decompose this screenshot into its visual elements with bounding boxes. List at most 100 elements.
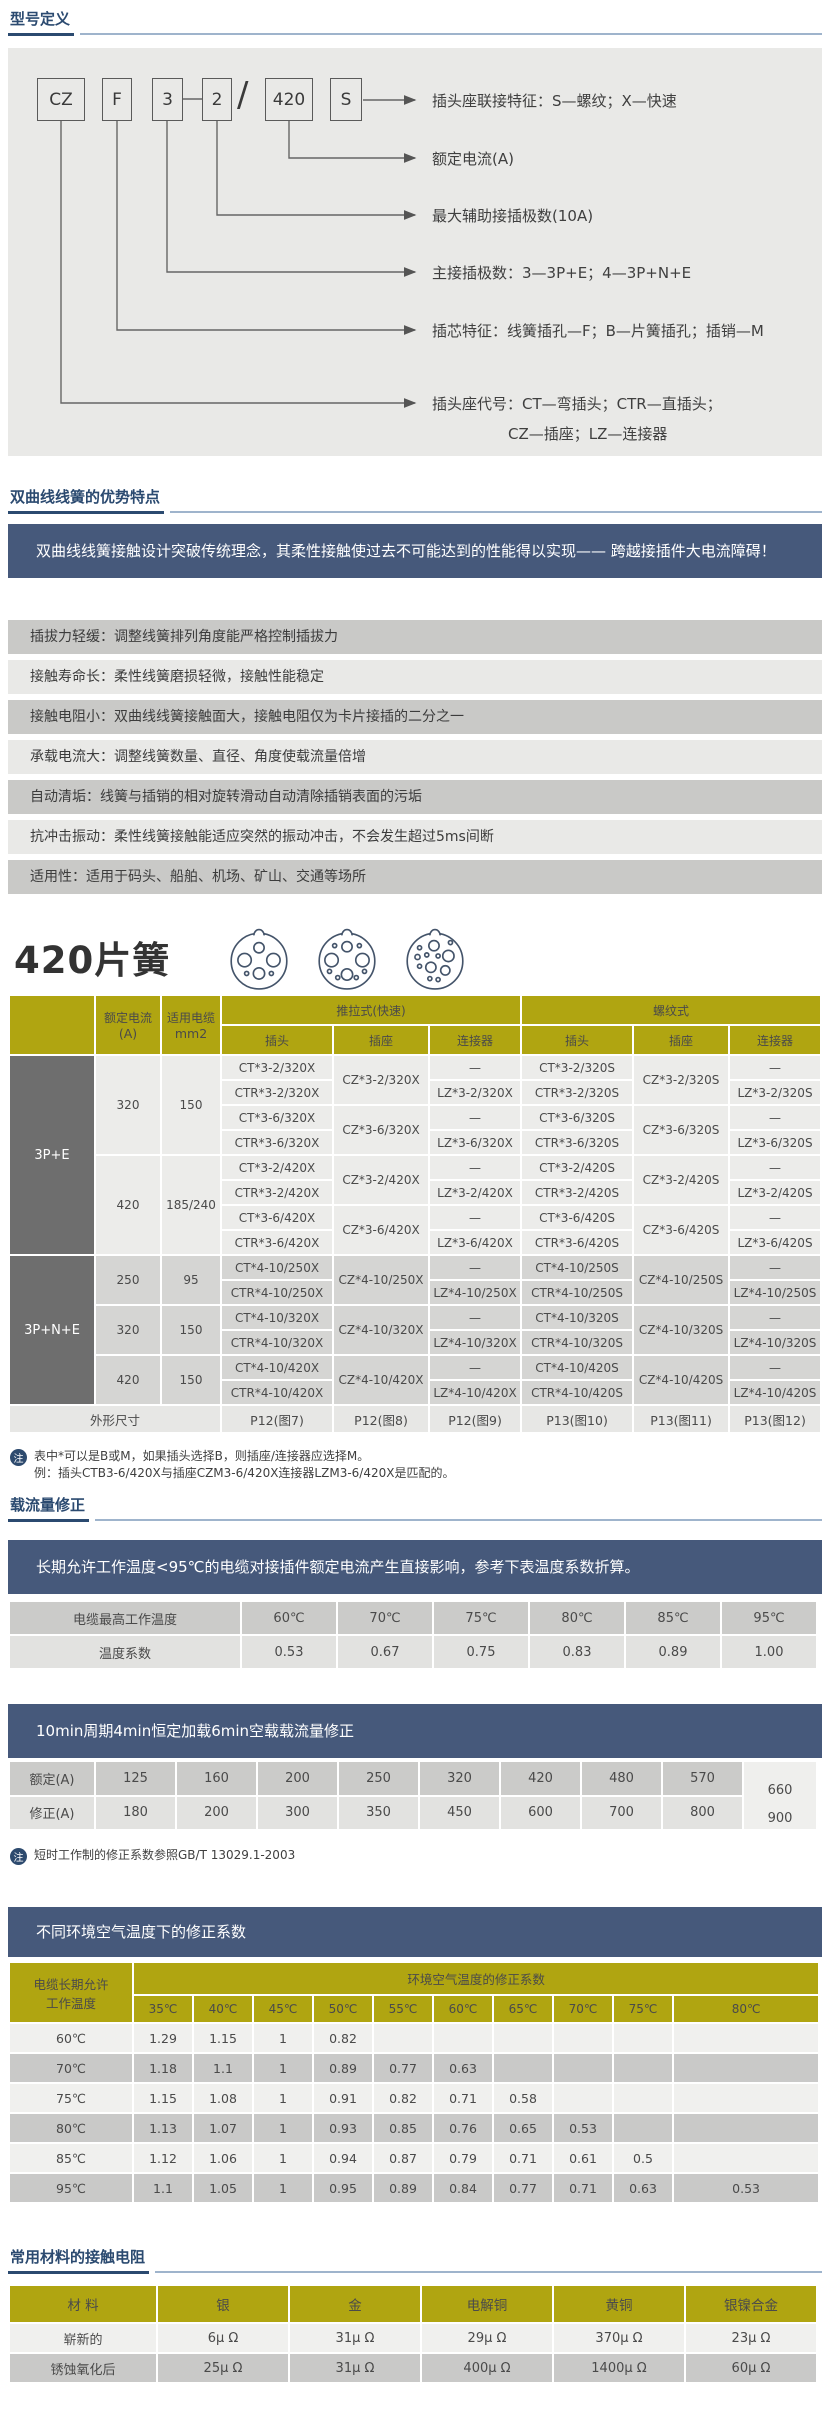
model-cell: CTR*3-2/320S [522,1081,633,1104]
coeff-cell: 1 [254,2084,312,2112]
header-cable-temp: 电缆长期允许 工作温度 [10,1963,132,2022]
model-cell: CTR*3-2/320X [222,1081,332,1104]
model-cell: LZ*4-10/250S [730,1281,821,1304]
model-cell: CZ*4-10/250S [634,1256,729,1304]
model-box-420: 420 [265,78,313,121]
header-text: (A) [118,1026,138,1041]
cable-cell: 185/240 [162,1156,220,1254]
derating-note: 注 短时工作制的修正系数参照GB/T 13029.1-2003 [10,1847,822,1865]
section-title-text: 载流量修正 [8,1494,90,1522]
corrected-cell: 800 [663,1796,742,1829]
product-title: 420片簧 [14,939,171,982]
model-cell: CZ*3-2/320S [634,1056,729,1104]
header-corner-cell [10,996,94,1054]
feature-item: 抗冲击振动：柔性线簧接触能适应突然的振动冲击，不会发生超过5ms间断 [8,820,822,854]
row-label: 60℃ [10,2024,132,2052]
model-cell: CT*3-2/420X [222,1156,332,1179]
coeff-cell: 0.5 [614,2144,672,2172]
section-title-derating: 载流量修正 [8,1494,822,1522]
model-cell: LZ*3-2/320S [730,1081,821,1104]
footer-ref: P13(图12) [730,1406,821,1432]
header-temp: 45℃ [254,1996,312,2022]
model-cell: LZ*4-10/320X [430,1331,521,1354]
header-silver-nickel: 银镍合金 [686,2286,816,2322]
coeff-cell [674,2024,819,2052]
model-cell: CT*4-10/420S [522,1356,633,1379]
dash-cell: — [730,1056,821,1079]
rated-corrected-tall-cell: 660 900 [744,1762,816,1829]
coeff-cell: 1.29 [134,2024,192,2052]
feature-item: 接触电阻小：双曲线线簧接触面大，接触电阻仅为卡片接插的二分之一 [8,700,822,734]
coeff-cell: 1 [254,2174,312,2202]
model-box-cz: CZ [37,78,85,121]
corrected-cell: 200 [177,1796,256,1829]
header-temp: 65℃ [494,1996,552,2022]
coeff-cell: 0.94 [314,2144,372,2172]
note-text: 表中*可以是B或M，如果插头选择B，则插座/连接器应选择M。 例：插头CTB3-… [34,1448,454,1482]
label-rated-current: 额定电流(A) [432,150,514,168]
model-cell: LZ*3-6/320S [730,1131,821,1154]
coeff-cell [674,2144,819,2172]
temp-cell: 80℃ [530,1602,624,1634]
coeff-cell: 0.71 [494,2144,552,2172]
coeff-cell: 0.77 [374,2054,432,2082]
header-text: 额定电流 [103,1011,152,1025]
group-label-3pne: 3P+N+E [10,1256,94,1404]
row-label: 70℃ [10,2054,132,2082]
derating-banner1: 长期允许工作温度<95℃的电缆对接插件额定电流产生直接影响，参考下表温度系数折算… [8,1540,822,1594]
features-list: 插拔力轻缓：调整线簧排列角度能严格控制插拔力 接触寿命长：柔性线簧磨损轻微，接触… [8,620,822,894]
row-label: 75℃ [10,2084,132,2112]
label-code-line2: CZ—插座；LZ—连接器 [508,425,668,443]
model-cell: LZ*4-10/320S [730,1331,821,1354]
connector-face-icon [318,928,376,990]
feature-item: 自动清垢：线簧与插销的相对旋转滑动自动清除插销表面的污垢 [8,780,822,814]
dash-cell: — [730,1206,821,1229]
coeff-cell: 1.13 [134,2114,192,2142]
row-label: 温度系数 [10,1636,240,1668]
coeff-cell: 0.61 [554,2144,612,2172]
coeff-cell: 0.67 [338,1636,432,1668]
current-cell: 320 [96,1056,160,1154]
model-cell: CT*4-10/250S [522,1256,633,1279]
cycle-load-table: 额定(A) 125 160 200 250 320 420 480 570 66… [8,1760,818,1831]
corrected-cell: 350 [339,1796,418,1829]
temp-cell: 70℃ [338,1602,432,1634]
row-label: 额定(A) [10,1762,94,1795]
row-label: 修正(A) [10,1796,94,1829]
model-box-s: S [330,78,362,121]
model-cell: CZ*4-10/250X [334,1256,428,1304]
model-cell: CTR*4-10/320X [222,1331,332,1354]
model-cell: CTR*4-10/250S [522,1281,633,1304]
model-box-f: F [102,78,132,121]
coeff-cell: 0.75 [434,1636,528,1668]
header-silver: 银 [158,2286,288,2322]
header-coupler: 连接器 [430,1026,521,1054]
coeff-cell [614,2084,672,2112]
cable-cell: 150 [162,1056,220,1154]
label-contact-feature: 插芯特征：线簧插孔—F；B—片簧插孔；插销—M [432,322,764,340]
coeff-cell [614,2114,672,2142]
rated-cell: 480 [582,1762,661,1795]
temp-cell: 75℃ [434,1602,528,1634]
header-temp: 75℃ [614,1996,672,2022]
bottom-spacer [8,2384,822,2412]
coeff-cell: 0.95 [314,2174,372,2202]
section-title-text: 型号定义 [8,8,75,36]
row-label: 85℃ [10,2144,132,2172]
coeff-cell: 1 [254,2024,312,2052]
coeff-cell: 0.89 [374,2174,432,2202]
model-box-2: 2 [202,78,232,121]
label-connection-type: 插头座联接特征：S—螺纹；X—快速 [432,92,677,110]
temperature-coefficient-table: 电缆最高工作温度 60℃ 70℃ 75℃ 80℃ 85℃ 95℃ 温度系数 0.… [8,1600,818,1670]
header-temp: 50℃ [314,1996,372,2022]
header-plug: 插头 [222,1026,332,1054]
coeff-cell: 0.83 [530,1636,624,1668]
resistance-cell: 6μ Ω [158,2324,288,2352]
coeff-cell: 0.82 [374,2084,432,2112]
model-cell: LZ*4-10/420S [730,1381,821,1404]
header-temp: 55℃ [374,1996,432,2022]
header-gold: 金 [290,2286,420,2322]
rated-cell: 125 [96,1762,175,1795]
model-cell: CTR*3-2/420S [522,1181,633,1204]
header-rated-current: 额定电流 (A) [96,996,160,1054]
